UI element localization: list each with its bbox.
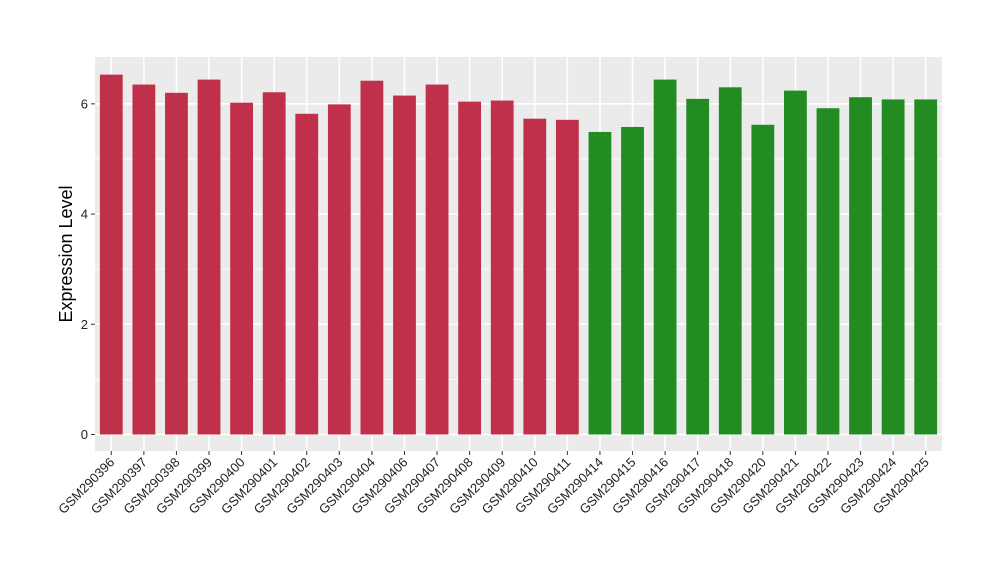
- bar-gsm290401: [262, 92, 286, 435]
- bar-gsm290408: [458, 101, 482, 435]
- bar-gsm290409: [490, 100, 514, 435]
- bar-gsm290424: [881, 99, 905, 435]
- bar-gsm290407: [425, 84, 449, 435]
- plot-panel: [95, 57, 942, 451]
- y-tick-label: 4: [81, 207, 88, 222]
- y-axis: 0 2 4 6: [81, 96, 95, 442]
- bar-gsm290415: [621, 126, 644, 435]
- bar-gsm290403: [327, 104, 351, 435]
- bar-gsm290416: [653, 79, 677, 435]
- bar-gsm290399: [197, 79, 221, 435]
- bar-gsm290422: [816, 108, 840, 435]
- bar-gsm290411: [555, 119, 579, 435]
- bars: [99, 74, 938, 435]
- bar-gsm290423: [849, 97, 872, 435]
- bar-gsm290402: [295, 113, 319, 435]
- bar-gsm290425: [914, 99, 938, 435]
- bar-gsm290400: [230, 102, 253, 435]
- bar-gsm290420: [751, 124, 775, 435]
- bar-gsm290418: [718, 87, 742, 435]
- y-axis-title: Expression Level: [56, 185, 76, 322]
- y-tick-label: 2: [81, 317, 88, 332]
- bar-gsm290410: [523, 118, 547, 435]
- bar-gsm290397: [132, 84, 156, 435]
- x-axis: GSM290396GSM290397GSM290398GSM290399GSM2…: [55, 451, 932, 517]
- bar-gsm290414: [588, 131, 612, 435]
- bar-gsm290396: [99, 74, 123, 435]
- y-tick-label: 0: [81, 427, 88, 442]
- bar-gsm290421: [784, 90, 807, 435]
- bar-gsm290406: [393, 95, 416, 435]
- bar-gsm290417: [686, 98, 710, 435]
- y-tick-label: 6: [81, 96, 88, 111]
- bar-gsm290398: [165, 92, 188, 435]
- bar-gsm290404: [360, 80, 384, 435]
